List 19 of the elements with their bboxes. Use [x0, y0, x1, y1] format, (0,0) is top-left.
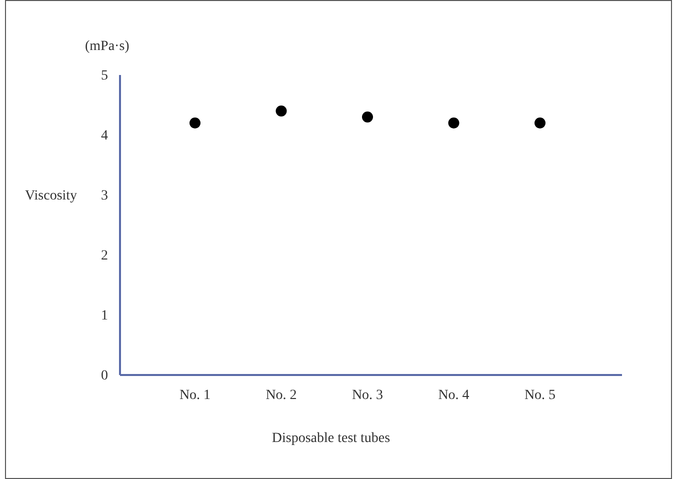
y-tick-label: 2 — [101, 248, 108, 264]
y-tick-label: 1 — [101, 308, 108, 324]
x-tick-label: No. 4 — [438, 388, 470, 403]
point — [534, 118, 546, 128]
y-tick-label: 5 — [101, 68, 108, 84]
point — [190, 118, 200, 128]
y-axis-title: Viscosity — [25, 188, 78, 204]
x-axis-title: Disposable test tubes — [272, 431, 390, 446]
point — [448, 118, 460, 128]
y-tick-label: 3 — [101, 188, 108, 204]
y-tick-label: 4 — [101, 128, 108, 144]
x-tick-label: No. 3 — [352, 388, 384, 403]
point — [362, 112, 373, 122]
y-tick-label: 0 — [101, 368, 108, 384]
point — [276, 106, 287, 116]
x-tick-label: No. 2 — [266, 388, 297, 403]
x-tick-label: No. 1 — [179, 388, 211, 403]
chart-subtitle: (mPa·s) — [85, 39, 130, 54]
x-tick-label: No. 5 — [524, 388, 556, 403]
